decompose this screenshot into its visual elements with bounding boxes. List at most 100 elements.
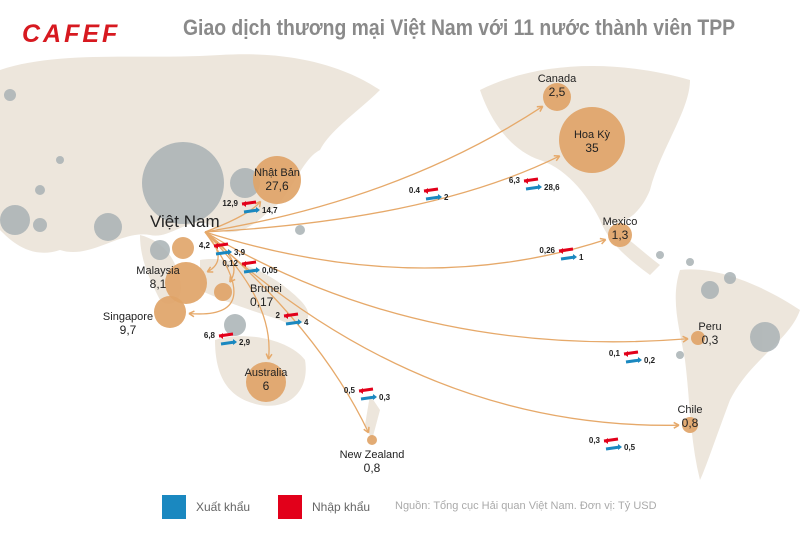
bubble-canada xyxy=(543,83,571,111)
export-value-usa: 28,6 xyxy=(544,183,560,192)
arrowhead-icon xyxy=(188,310,195,318)
export-value-singapore: 2,9 xyxy=(239,338,251,347)
export-arrow-icon xyxy=(285,320,301,326)
export-arrow-icon xyxy=(425,195,441,201)
bubble-brunei xyxy=(214,283,232,301)
export-arrowhead-icon xyxy=(638,357,642,363)
country-total-canada: 2,5 xyxy=(549,85,566,99)
export-arrow-icon xyxy=(243,268,259,274)
export-arrow-icon xyxy=(215,250,231,256)
trade-arc-nz xyxy=(204,231,370,434)
other-countries-bubbles xyxy=(0,89,780,359)
arrowhead-icon xyxy=(363,426,370,434)
trade-arc-chile xyxy=(204,231,680,426)
export-arrow-icon xyxy=(220,340,236,346)
export-arrow-icon xyxy=(525,185,541,191)
import-value-nz: 0,5 xyxy=(344,386,356,395)
arrowhead-icon xyxy=(553,154,561,162)
trade-arc-australia xyxy=(204,231,270,360)
export-value-canada: 2 xyxy=(444,193,449,202)
import-arrowhead-icon xyxy=(284,313,288,319)
import-arrowhead-icon xyxy=(359,388,363,394)
import-arrowhead-icon xyxy=(624,351,628,357)
country-total-japan: 27,6 xyxy=(265,179,289,193)
country-total-chile: 0,8 xyxy=(682,416,699,430)
bubble-decor xyxy=(172,237,194,259)
country-total-malaysia: 8,1 xyxy=(150,277,167,291)
export-value-nz: 0,3 xyxy=(379,393,391,402)
export-arrowhead-icon xyxy=(618,444,622,450)
export-value-brunei: 0,05 xyxy=(262,266,278,275)
import-value-mexico: 0,26 xyxy=(539,246,555,255)
country-name-australia: Australia xyxy=(245,367,289,379)
bubble-malaysia xyxy=(165,262,207,304)
country-name-chile: Chile xyxy=(677,404,702,416)
bubble-japan xyxy=(253,156,301,204)
country-name-mexico: Mexico xyxy=(603,216,638,228)
bubble-nz xyxy=(367,435,377,445)
export-value-malaysia: 3,9 xyxy=(234,248,246,257)
import-arrowhead-icon xyxy=(242,261,246,267)
import-arrowhead-icon xyxy=(219,333,223,339)
import-arrowhead-icon xyxy=(559,248,563,254)
arrowhead-icon xyxy=(673,421,680,429)
import-value-australia: 2 xyxy=(276,311,281,320)
bubble-singapore xyxy=(154,296,186,328)
bubble-chile xyxy=(682,417,698,433)
country-name-usa: Hoa Kỳ xyxy=(574,129,611,141)
export-arrow-icon xyxy=(560,255,576,261)
import-value-canada: 0.4 xyxy=(409,186,421,195)
bubble-peru xyxy=(691,331,705,345)
import-arrowhead-icon xyxy=(214,243,218,249)
import-value-japan: 12,9 xyxy=(222,199,238,208)
export-arrowhead-icon xyxy=(256,267,260,273)
country-name-singapore: Singapore xyxy=(103,311,153,323)
export-value-mexico: 1 xyxy=(579,253,584,262)
import-arrowhead-icon xyxy=(524,178,528,184)
import-value-singapore: 6,8 xyxy=(204,331,216,340)
export-arrowhead-icon xyxy=(438,194,442,200)
arrowhead-icon xyxy=(265,353,273,360)
export-arrowhead-icon xyxy=(233,339,237,345)
trade-arc-canada xyxy=(204,105,544,233)
import-value-usa: 6,3 xyxy=(509,176,521,185)
arrowhead-icon xyxy=(206,266,214,273)
country-total-singapore: 9,7 xyxy=(120,323,137,337)
legend-export-label: Xuất khẩu xyxy=(196,500,251,514)
export-arrowhead-icon xyxy=(228,249,232,255)
bubble-australia xyxy=(246,362,286,402)
country-name-brunei: Brunei xyxy=(250,283,282,295)
page-title: Giao dịch thương mại Việt Nam với 11 nướ… xyxy=(183,15,736,40)
import-value-malaysia: 4,2 xyxy=(199,241,211,250)
export-arrow-icon xyxy=(243,208,259,214)
import-swatch xyxy=(278,495,302,519)
import-value-brunei: 0,12 xyxy=(222,259,238,268)
export-arrowhead-icon xyxy=(256,207,260,213)
export-value-peru: 0,2 xyxy=(644,356,656,365)
export-value-japan: 14,7 xyxy=(262,206,278,215)
import-arrowhead-icon xyxy=(604,438,608,444)
country-total-peru: 0,3 xyxy=(702,333,719,347)
import-value-peru: 0,1 xyxy=(609,349,621,358)
cafef-logo: CAFEF xyxy=(22,20,121,48)
legend-import-label: Nhập khẩu xyxy=(312,500,371,514)
import-arrowhead-icon xyxy=(242,201,246,207)
export-value-australia: 4 xyxy=(304,318,309,327)
trade-arc-peru xyxy=(204,231,689,343)
import-arrowhead-icon xyxy=(424,188,428,194)
export-arrowhead-icon xyxy=(538,184,542,190)
country-total-australia: 6 xyxy=(263,379,270,393)
country-name-malaysia: Malaysia xyxy=(136,265,180,277)
export-value-chile: 0,5 xyxy=(624,443,636,452)
country-name-canada: Canada xyxy=(538,73,577,85)
country-total-mexico: 1,3 xyxy=(612,228,629,242)
legend-export: Xuất khẩu xyxy=(162,495,250,519)
country-total-nz: 0,8 xyxy=(364,461,381,475)
export-arrowhead-icon xyxy=(573,254,577,260)
export-arrowhead-icon xyxy=(298,319,302,325)
source-note: Nguồn: Tổng cục Hải quan Việt Nam. Đơn v… xyxy=(395,500,657,512)
country-total-usa: 35 xyxy=(585,141,599,155)
bubble-usa xyxy=(559,107,625,173)
export-arrowhead-icon xyxy=(373,394,377,400)
